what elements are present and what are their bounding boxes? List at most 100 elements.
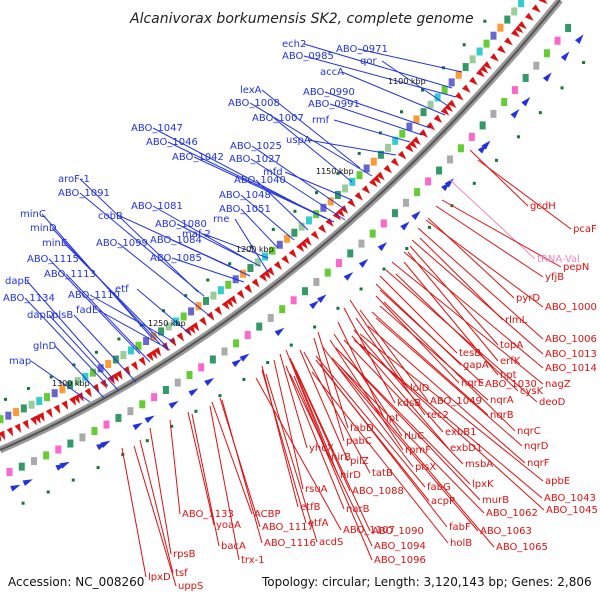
feature-block: [188, 307, 195, 316]
reverse-strand-arrow: [69, 396, 77, 406]
forward-gene-label: etf: [115, 284, 129, 295]
forward-gene-label: ABO_1042: [172, 152, 224, 163]
feature-block: [370, 157, 377, 166]
feature-block: [82, 372, 89, 381]
tick-dot: [421, 88, 425, 92]
feature-block: [91, 427, 98, 436]
feature-block: [55, 445, 62, 454]
reverse-gene-label: nqrA: [490, 395, 514, 406]
reverse-gene-leader-line: [329, 339, 404, 451]
feature-block: [150, 332, 157, 341]
reverse-gene-label: lolD: [410, 383, 430, 394]
tick-dot: [483, 19, 487, 23]
reverse-gene-label: cysK: [520, 386, 544, 397]
reverse-gene-label: fabF: [449, 522, 471, 533]
forward-gene-label: ABO_1048: [219, 190, 271, 201]
feature-block: [533, 61, 540, 70]
feature-block: [385, 143, 392, 152]
feature-block: [284, 234, 291, 243]
reverse-strand-arrow: [444, 103, 453, 112]
reverse-gene-label: pepN: [563, 262, 589, 273]
reverse-strand-arrow: [149, 349, 158, 359]
reverse-strand-arrow: [22, 419, 29, 430]
reverse-strand-arrow: [259, 272, 267, 282]
reverse-strand-arrow: [214, 306, 222, 316]
reverse-gene-label: gcdH: [530, 201, 556, 212]
tick-dot: [494, 158, 498, 162]
forward-gene-leader-line: [171, 257, 245, 283]
forward-gene-leader-line: [357, 48, 463, 73]
feature-block: [209, 355, 216, 364]
forward-gene-label: ABO_1081: [131, 201, 183, 212]
reverse-strand-arrow: [454, 92, 464, 101]
feature-block: [186, 371, 193, 380]
kbp-marker: 1150 kbp: [316, 167, 354, 176]
reverse-strand-arrow: [476, 69, 485, 78]
forward-gene-label: plsB: [52, 310, 73, 321]
reverse-gene-leader-line: [285, 365, 345, 510]
feature-block: [455, 70, 462, 79]
feature-block: [217, 286, 224, 295]
reverse-gene-label: plsX: [415, 462, 436, 473]
reverse-gene-leader-line: [441, 199, 562, 268]
kbp-marker: 1100 kbp: [388, 77, 426, 86]
reverse-gene-leader-line: [333, 361, 479, 532]
forward-gene-leader-line: [324, 91, 431, 129]
reverse-gene-label: ABO_1133: [182, 509, 234, 520]
reverse-strand-arrow: [310, 230, 319, 240]
feature-block: [103, 420, 110, 429]
kbp-marker: 1300 kbp: [52, 379, 90, 388]
reverse-gene-leader-line: [403, 251, 544, 369]
feature-block: [36, 396, 43, 405]
reverse-strand-arrow: [92, 383, 100, 394]
forward-gene-label: ABO_0971: [336, 44, 388, 55]
reverse-gene-label: ABO_1090: [372, 526, 424, 537]
forward-gene-label: ABO_1007: [252, 113, 304, 124]
reverse-strand-arrow: [288, 249, 297, 259]
reverse-strand-arrow: [273, 261, 282, 271]
gene-leader-lines: [24, 43, 572, 587]
forward-strand-arrow: [309, 300, 319, 310]
forward-gene-label: ABO_1110: [68, 290, 120, 301]
feature-block: [6, 468, 13, 477]
forward-gene-leader-line: [73, 314, 137, 383]
forward-gene-leader-line: [89, 294, 175, 343]
feature-block: [120, 350, 127, 359]
reverse-gene-label: pabC: [346, 436, 372, 447]
feature-block: [336, 259, 343, 268]
tick-dot: [228, 262, 232, 266]
reverse-gene-label: tatB: [372, 468, 393, 479]
genome-summary: Topology: circular; Length: 3,120,143 bp…: [261, 575, 592, 589]
reverse-strand-arrow: [497, 45, 506, 54]
reverse-gene-leader-line: [419, 237, 504, 321]
reverse-gene-leader-line: [319, 363, 448, 528]
reverse-gene-leader-line: [449, 179, 536, 260]
forward-strand-arrow: [411, 210, 421, 220]
feature-block: [305, 216, 312, 225]
reverse-strand-arrow: [34, 414, 41, 424]
forward-gene-leader-line: [63, 242, 169, 349]
forward-gene-leader-line: [303, 43, 453, 89]
forward-strand-arrow: [521, 96, 531, 107]
reverse-gene-leader-line: [333, 333, 403, 437]
forward-gene-leader-line: [79, 192, 205, 297]
forward-gene-label: glnD: [33, 341, 56, 352]
forward-gene-leader-line: [193, 156, 335, 223]
reverse-strand-arrow: [38, 412, 45, 422]
forward-gene-leader-line: [136, 288, 191, 335]
forward-gene-leader-line: [381, 60, 449, 107]
reverse-gene-leader-line: [391, 261, 544, 385]
forward-gene-label: ABO_0985: [282, 51, 334, 62]
reverse-gene-label: ABO_1062: [486, 508, 538, 519]
reverse-strand-arrow: [479, 65, 489, 74]
reverse-gene-label: apbE: [545, 476, 570, 487]
forward-gene-label: ABO_1115: [27, 254, 79, 265]
feature-block: [210, 291, 217, 300]
reverse-strand-arrow: [447, 99, 457, 109]
forward-strand-arrow: [204, 377, 215, 386]
tick-dot: [560, 86, 564, 90]
forward-gene-leader-line: [250, 158, 346, 221]
reverse-gene-leader-line: [359, 333, 544, 482]
